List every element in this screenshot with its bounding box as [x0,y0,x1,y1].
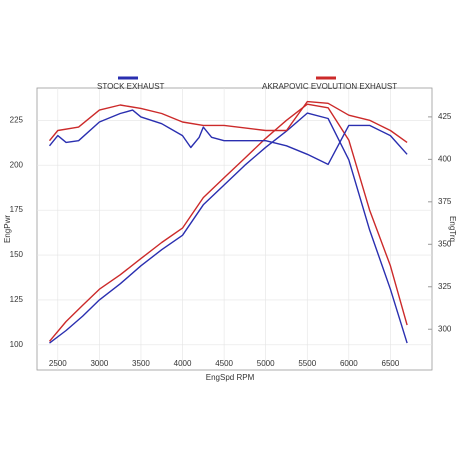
y2-tick-label: 375 [438,197,452,206]
line-series [48,103,408,342]
y2-tick-label: 425 [438,112,452,121]
y-tick-label: 175 [10,205,24,214]
y-tick-label: 150 [10,250,24,259]
y-tick-label: 125 [10,295,24,304]
x-tick-label: 6500 [382,359,400,368]
y-axis-label: EngPwr [3,215,12,243]
y-tick-label: 100 [10,340,24,349]
y2-tick-label: 350 [438,239,452,248]
x-tick-label: 5500 [298,359,316,368]
y2-tick-label: 400 [438,154,452,163]
plot-frame [36,87,433,371]
x-axis-label: EngSpd RPM [206,373,255,382]
x-tick-label: 4000 [174,359,192,368]
line-series [48,109,408,166]
x-tick-label: 3000 [90,359,108,368]
line-series [49,112,408,344]
y-tick-label: 225 [10,115,24,124]
y-tick-label: 200 [10,160,24,169]
line-series [48,100,408,143]
legend-label: STOCK EXHAUST [97,82,165,91]
x-tick-label: 5000 [257,359,275,368]
x-tick-label: 6000 [340,359,358,368]
y2-tick-label: 325 [438,282,452,291]
x-tick-label: 3500 [132,359,150,368]
y2-axis-label: EngTrq [448,216,457,242]
x-tick-label: 4500 [215,359,233,368]
legend-label: AKRAPOVIC EVOLUTION EXHAUST [262,82,397,91]
x-tick-label: 2500 [49,359,67,368]
y2-tick-label: 300 [438,324,452,333]
